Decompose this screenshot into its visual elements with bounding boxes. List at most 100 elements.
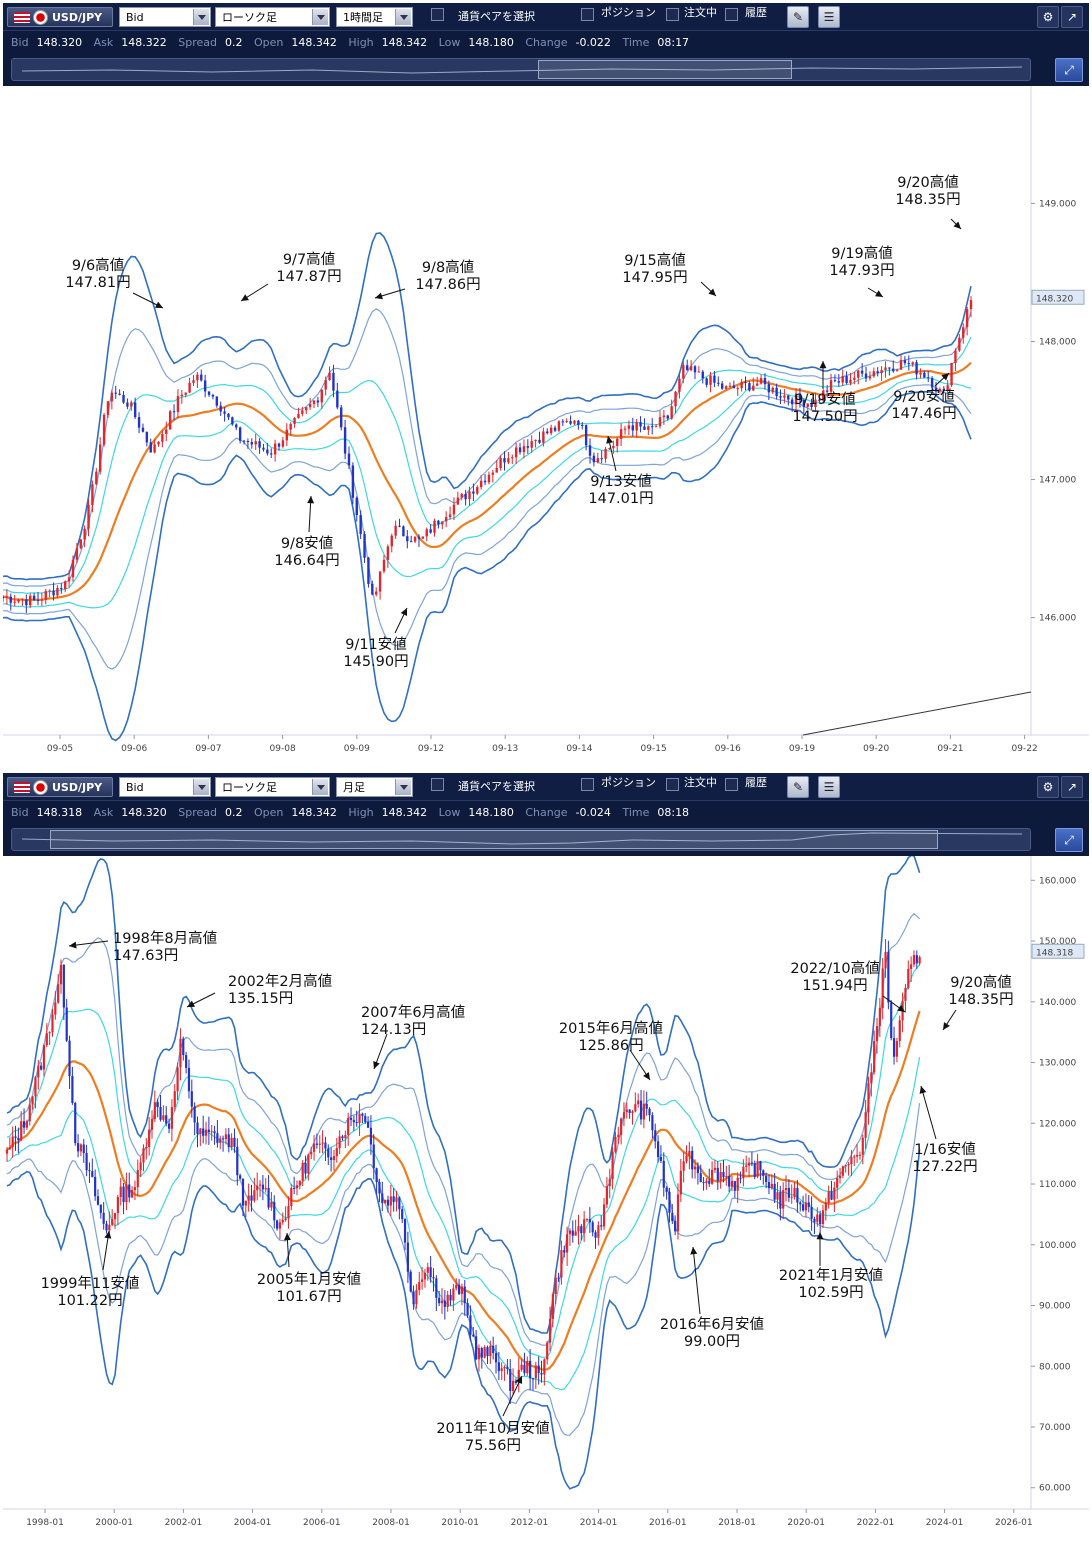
candle-up — [608, 448, 611, 450]
candle-up — [884, 367, 887, 370]
candle-down — [242, 440, 246, 442]
candle-up — [965, 309, 969, 328]
chart-plot-area[interactable]: 149.000 148.000 147.000 146.000 09-05 09-06 09… — [1, 86, 1089, 765]
position-checkbox[interactable] — [581, 8, 594, 21]
navigator-selection-handle[interactable] — [50, 830, 938, 849]
candle-down — [392, 1196, 395, 1202]
hourly-candlestick-chart: 149.000 148.000 147.000 146.000 09-05 09-06 09… — [1, 86, 1089, 765]
order-checkbox[interactable] — [666, 8, 679, 21]
popout-icon[interactable]: ↗ — [1061, 6, 1083, 28]
candle-down — [187, 1067, 191, 1092]
candle-down — [787, 1187, 790, 1198]
x-tick-label: 2008-01 — [372, 1518, 410, 1528]
candle-down — [332, 372, 335, 391]
candle-up — [725, 1175, 728, 1178]
candle-up — [543, 1359, 546, 1375]
chart-type-dropdown[interactable]: ローソク足 — [215, 7, 330, 27]
candle-up — [678, 378, 681, 392]
gear-icon[interactable]: ⚙ — [1037, 776, 1059, 798]
draw-tool-icon[interactable]: ✎ — [787, 6, 809, 28]
candle-up — [511, 1380, 515, 1392]
navigator-track[interactable] — [11, 828, 1031, 851]
candle-up — [108, 1224, 111, 1231]
candle-down — [227, 413, 230, 418]
candle-up — [119, 1186, 122, 1197]
navigator-track[interactable] — [11, 58, 1031, 81]
candle-up — [338, 1136, 341, 1149]
bollinger-band-3sigma-upper — [6, 854, 921, 1334]
candle-up — [116, 1196, 119, 1214]
candle-down — [114, 392, 117, 394]
candle-up — [40, 599, 44, 601]
expand-icon[interactable]: ⤢ — [1055, 828, 1083, 852]
bollinger-band-3sigma-lower — [2, 390, 972, 742]
expand-icon[interactable]: ⤢ — [1055, 58, 1083, 82]
timeframe-dropdown[interactable]: 月足 — [336, 777, 413, 797]
candle-up — [548, 1318, 552, 1343]
candle-down — [330, 1157, 333, 1161]
candle-down — [372, 1144, 375, 1169]
candle-down — [304, 1163, 307, 1174]
candle-down — [668, 1191, 671, 1213]
gear-icon[interactable]: ⚙ — [1037, 6, 1059, 28]
candle-down — [592, 455, 596, 463]
price-type-dropdown[interactable]: Bid — [119, 777, 211, 797]
history-checkbox[interactable] — [725, 778, 738, 791]
candle-down — [588, 1219, 591, 1223]
candle-up — [20, 1121, 23, 1141]
annotation-label: 9/19高値 — [831, 245, 893, 262]
pair-select-checkbox[interactable] — [431, 778, 444, 791]
panel-list-icon[interactable]: ☰ — [818, 6, 840, 28]
symbol-selector[interactable]: USD/JPY — [7, 777, 113, 797]
candle-up — [395, 1197, 398, 1202]
pair-select-checkbox[interactable] — [431, 8, 444, 21]
candle-down — [409, 541, 413, 543]
candle-up — [522, 446, 526, 453]
candle-down — [790, 399, 794, 405]
candle-up — [620, 1118, 623, 1135]
candle-up — [179, 1038, 182, 1068]
candle-down — [577, 420, 580, 425]
candle-up — [460, 493, 463, 498]
chart-plot-area[interactable]: 160.000 150.000 140.000 130.000 120.000 110.0… — [3, 854, 1089, 1539]
order-checkbox[interactable] — [666, 778, 679, 791]
annotation-arrow-icon — [155, 301, 163, 308]
candle-up — [136, 1170, 139, 1188]
annotation-value: 147.01円 — [588, 491, 653, 507]
candle-down — [472, 491, 475, 494]
candle-down — [523, 1364, 526, 1374]
candle-down — [942, 389, 945, 391]
candle-up — [969, 300, 973, 310]
candle-down — [457, 1284, 461, 1295]
symbol-selector[interactable]: USD/JPY — [7, 7, 113, 27]
chart-type-dropdown[interactable]: ローソク足 — [215, 777, 330, 797]
navigator-selection-handle[interactable] — [538, 60, 792, 79]
high-label: High — [348, 806, 374, 819]
bollinger-band-2sigma-lower — [6, 1103, 921, 1436]
position-checkbox[interactable] — [581, 778, 594, 791]
timeframe-dropdown[interactable]: 1時間足 — [336, 7, 413, 27]
price-type-dropdown[interactable]: Bid — [119, 7, 211, 27]
annotation-label: 9/15高値 — [624, 252, 686, 269]
candle-down — [327, 1148, 330, 1158]
candle-up — [281, 440, 285, 447]
x-tick-label: 09-05 — [47, 744, 73, 754]
candle-up — [631, 1111, 634, 1113]
popout-icon[interactable]: ↗ — [1061, 776, 1083, 798]
panel-list-icon[interactable]: ☰ — [818, 776, 840, 798]
candle-down — [182, 1038, 185, 1056]
candle-down — [720, 383, 724, 389]
history-checkbox[interactable] — [725, 8, 738, 21]
candle-up — [413, 536, 417, 542]
candle-down — [159, 1107, 162, 1120]
candle-up — [853, 1156, 856, 1158]
candle-up — [176, 396, 180, 413]
candle-down — [273, 1201, 276, 1221]
candle-down — [378, 1181, 381, 1194]
candle-down — [888, 367, 891, 369]
draw-tool-icon[interactable]: ✎ — [787, 776, 809, 798]
candle-up — [759, 378, 763, 384]
candle-down — [713, 375, 716, 383]
candle-up — [153, 444, 156, 453]
candle-down — [702, 1182, 705, 1184]
